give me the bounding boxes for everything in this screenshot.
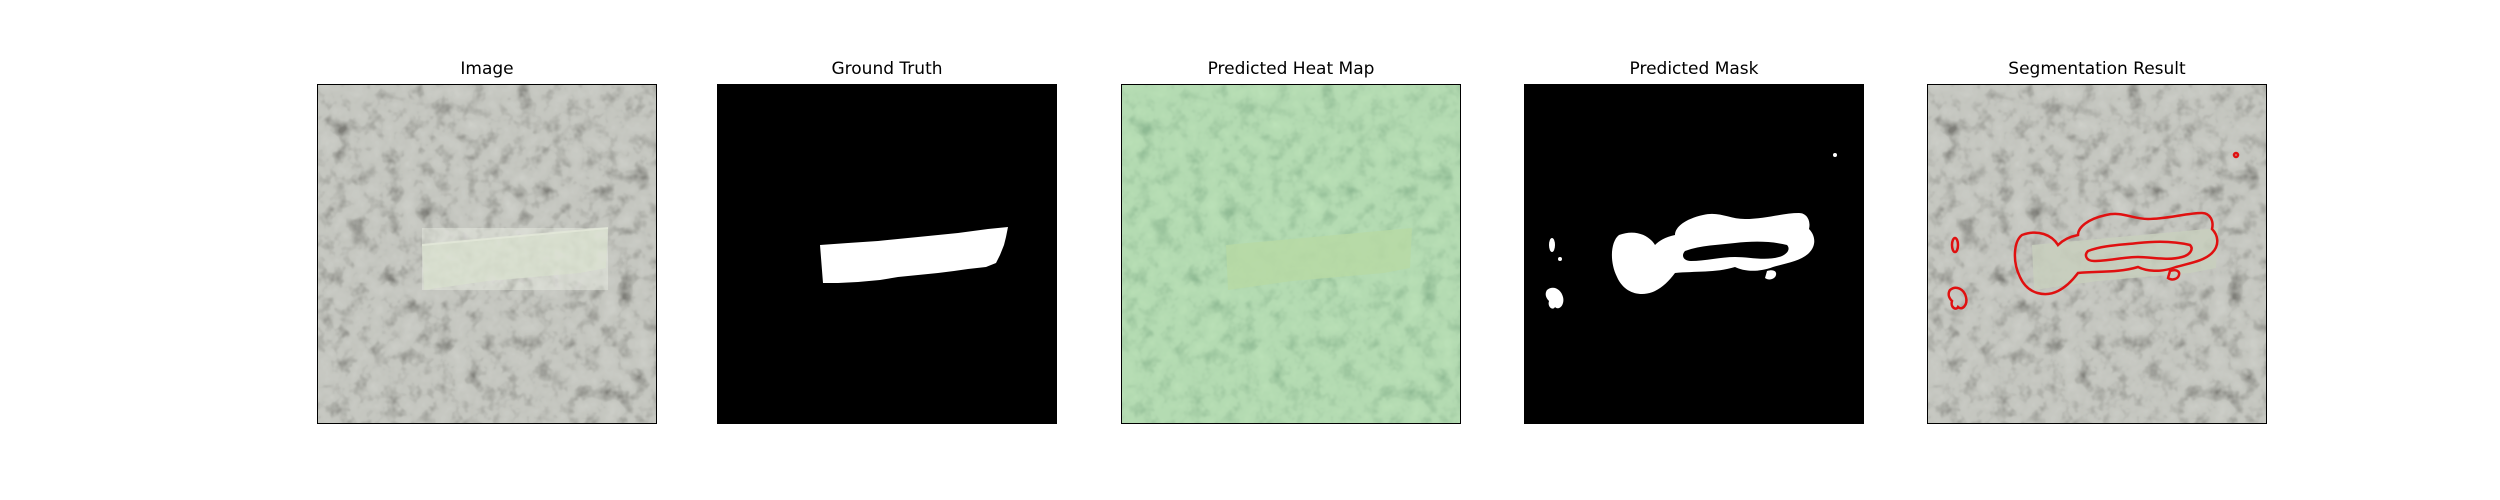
- predicted-mask: [1524, 84, 1864, 424]
- panel-predicted-heat-map: Predicted Heat Map: [1121, 58, 1461, 438]
- predicted-heat-map: [1121, 84, 1461, 424]
- panel-ground-truth: Ground Truth: [717, 58, 1057, 438]
- original-image: [317, 84, 657, 424]
- panel-title: Segmentation Result: [2008, 59, 2186, 79]
- ground-truth-region: [820, 227, 1008, 283]
- panel-title: Ground Truth: [831, 59, 943, 79]
- panel-title: Predicted Heat Map: [1207, 59, 1375, 79]
- panel-title: Predicted Mask: [1629, 59, 1759, 79]
- panel-image: Image: [317, 58, 657, 438]
- panel-segmentation-result: Segmentation Result: [1927, 58, 2267, 438]
- panel-title: Image: [460, 59, 514, 79]
- segmentation-result: [1927, 84, 2267, 424]
- tape-strip: [421, 227, 609, 290]
- panel-predicted-mask: Predicted Mask: [1524, 58, 1864, 438]
- ground-truth-mask: [717, 84, 1057, 424]
- tape-strip: [1226, 228, 1412, 290]
- predicted-mask-region: [1545, 153, 1837, 309]
- segmentation-contours: [1947, 151, 2240, 310]
